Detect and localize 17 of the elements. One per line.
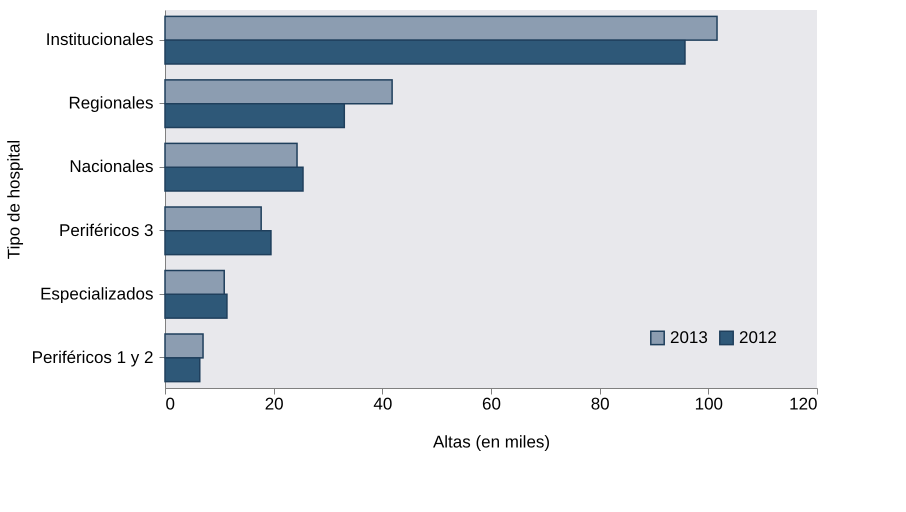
y-tick-label: Institucionales [46,30,154,50]
x-tick-label: 80 [590,394,610,414]
y-tick-label: Periféricos 3 [59,220,154,240]
x-tick-label: 0 [166,394,175,414]
x-tick-label: 40 [373,394,392,414]
y-tick-label: Especializados [40,284,154,304]
y-tick-label: Periféricos 1 y 2 [32,348,154,367]
x-tick-label: 20 [264,394,284,414]
x-axis-title: Altas (en miles) [432,432,550,452]
legend-label: 2013 [670,328,708,347]
x-tick-label: 100 [694,394,724,414]
legend-label: 2012 [739,328,777,347]
y-tick-label: Regionales [68,94,154,113]
x-tick-label: 120 [789,394,818,414]
x-tick-label: 60 [482,394,501,414]
y-axis-title: Tipo de hospital [4,140,24,260]
y-tick-label: Nacionales [69,157,154,176]
